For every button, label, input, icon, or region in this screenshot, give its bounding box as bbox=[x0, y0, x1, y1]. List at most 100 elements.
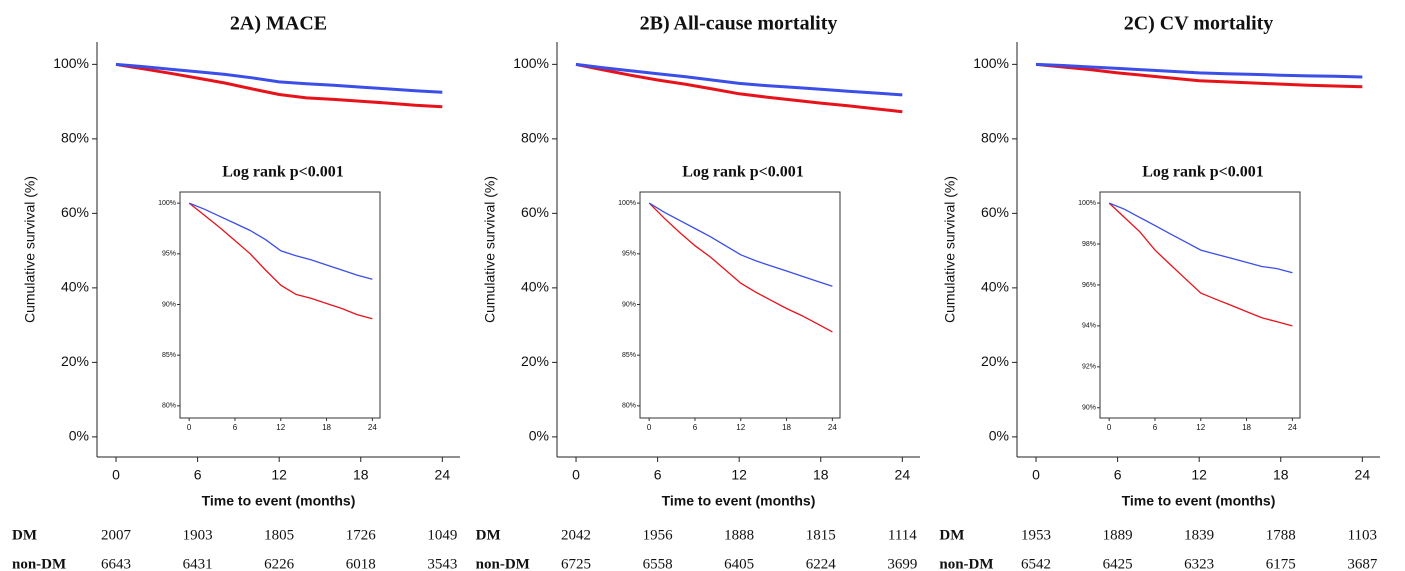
inset-y-tick-label: 85% bbox=[622, 352, 636, 359]
y-tick-label: 20% bbox=[981, 353, 1009, 369]
inset-survival-curve bbox=[648, 202, 833, 287]
x-tick-label: 12 bbox=[1191, 467, 1207, 483]
y-tick-label: 0% bbox=[529, 428, 549, 444]
y-tick-label: 0% bbox=[989, 428, 1009, 444]
x-tick-label: 18 bbox=[813, 467, 829, 483]
risk-row-label: non-DM bbox=[12, 556, 66, 571]
inset-y-tick-label: 85% bbox=[162, 352, 176, 359]
risk-row-label: DM bbox=[939, 527, 964, 543]
x-tick-label: 0 bbox=[112, 467, 120, 483]
at-risk-count: 1815 bbox=[806, 527, 836, 543]
at-risk-count: 3687 bbox=[1347, 556, 1378, 571]
at-risk-count: 6175 bbox=[1266, 556, 1296, 571]
inset-y-tick-label: 95% bbox=[162, 251, 176, 258]
at-risk-count: 2042 bbox=[561, 527, 591, 543]
inset-x-tick-label: 6 bbox=[1153, 423, 1158, 432]
at-risk-count: 6226 bbox=[264, 556, 295, 571]
at-risk-count: 6018 bbox=[346, 556, 376, 571]
at-risk-count: 6405 bbox=[724, 556, 754, 571]
inset-y-tick-label: 92% bbox=[1082, 364, 1096, 371]
y-axis-label: Cumulative survival (%) bbox=[942, 176, 958, 323]
at-risk-count: 1953 bbox=[1021, 527, 1051, 543]
risk-row-label: DM bbox=[12, 527, 37, 543]
at-risk-count: 6323 bbox=[1184, 556, 1214, 571]
x-tick-label: 6 bbox=[194, 467, 202, 483]
chart-title: 2B) All-cause mortality bbox=[640, 13, 838, 35]
inset-x-tick-label: 6 bbox=[693, 423, 698, 432]
risk-row-label: DM bbox=[476, 527, 501, 543]
risk-row-label: non-DM bbox=[939, 556, 993, 571]
inset-x-tick-label: 18 bbox=[1242, 423, 1251, 432]
survival-curve bbox=[575, 62, 903, 114]
inset-x-tick-label: 12 bbox=[276, 423, 285, 432]
inset-x-tick-label: 18 bbox=[322, 423, 331, 432]
inset-x-tick-label: 0 bbox=[647, 423, 652, 432]
y-tick-label: 100% bbox=[53, 55, 89, 71]
survival-curve bbox=[1035, 62, 1363, 89]
inset-y-tick-label: 90% bbox=[1082, 405, 1096, 412]
at-risk-count: 1889 bbox=[1103, 527, 1133, 543]
x-tick-label: 12 bbox=[271, 467, 287, 483]
at-risk-count: 1114 bbox=[888, 527, 917, 543]
at-risk-count: 3543 bbox=[427, 556, 457, 571]
inset-x-tick-label: 6 bbox=[233, 423, 238, 432]
x-tick-label: 18 bbox=[1273, 467, 1289, 483]
at-risk-count: 6725 bbox=[561, 556, 591, 571]
inset-survival-curve bbox=[188, 202, 373, 320]
inset-y-tick-label: 96% bbox=[1082, 282, 1096, 289]
y-axis-label: Cumulative survival (%) bbox=[482, 176, 498, 323]
inset-frame bbox=[179, 191, 381, 419]
risk-row-label: non-DM bbox=[476, 556, 530, 571]
y-tick-label: 20% bbox=[61, 353, 89, 369]
survival-curve bbox=[575, 62, 903, 97]
inset-x-tick-label: 24 bbox=[368, 423, 377, 432]
at-risk-count: 1103 bbox=[1348, 527, 1377, 543]
inset-x-tick-label: 12 bbox=[1196, 423, 1205, 432]
at-risk-count: 6224 bbox=[806, 556, 837, 571]
inset-y-tick-label: 100% bbox=[1078, 200, 1096, 207]
x-tick-label: 24 bbox=[895, 467, 911, 483]
inset-y-tick-label: 90% bbox=[162, 301, 176, 308]
y-axis-label: Cumulative survival (%) bbox=[22, 176, 38, 323]
y-tick-label: 40% bbox=[61, 279, 89, 295]
y-tick-label: 60% bbox=[981, 204, 1009, 220]
inset-x-tick-label: 0 bbox=[1107, 423, 1112, 432]
at-risk-count: 1726 bbox=[346, 527, 377, 543]
inset-frame bbox=[1099, 191, 1301, 419]
at-risk-count: 6643 bbox=[101, 556, 131, 571]
at-risk-count: 1788 bbox=[1266, 527, 1296, 543]
y-tick-label: 40% bbox=[521, 279, 549, 295]
chart-title: 2A) MACE bbox=[230, 13, 327, 35]
inset-y-tick-label: 98% bbox=[1082, 241, 1096, 248]
x-tick-label: 0 bbox=[1032, 467, 1040, 483]
survival-curve bbox=[115, 62, 443, 94]
x-tick-label: 12 bbox=[731, 467, 747, 483]
at-risk-count: 6425 bbox=[1103, 556, 1133, 571]
inset-x-tick-label: 24 bbox=[828, 423, 837, 432]
y-tick-label: 80% bbox=[981, 130, 1009, 146]
inset-y-tick-label: 100% bbox=[158, 200, 176, 207]
inset-y-tick-label: 94% bbox=[1082, 323, 1096, 330]
inset-x-tick-label: 18 bbox=[782, 423, 791, 432]
inset-y-tick-label: 95% bbox=[622, 251, 636, 258]
y-tick-label: 60% bbox=[521, 204, 549, 220]
annotation: Log rank p<0.001 bbox=[222, 164, 344, 181]
survival-curve bbox=[1035, 62, 1363, 79]
inset-x-tick-label: 12 bbox=[736, 423, 745, 432]
at-risk-count: 1956 bbox=[643, 527, 674, 543]
at-risk-count: 3699 bbox=[887, 556, 917, 571]
y-tick-label: 0% bbox=[69, 428, 89, 444]
x-tick-label: 0 bbox=[572, 467, 580, 483]
inset-y-tick-label: 80% bbox=[162, 403, 176, 410]
chart-title: 2C) CV mortality bbox=[1124, 13, 1274, 35]
y-tick-label: 40% bbox=[981, 279, 1009, 295]
y-tick-label: 100% bbox=[973, 55, 1009, 71]
x-tick-label: 24 bbox=[1355, 467, 1371, 483]
survival-curve bbox=[115, 62, 443, 109]
x-tick-label: 6 bbox=[1114, 467, 1122, 483]
inset-survival-curve bbox=[1108, 202, 1293, 327]
at-risk-count: 1888 bbox=[724, 527, 754, 543]
inset-frame bbox=[639, 191, 841, 419]
inset-y-tick-label: 90% bbox=[622, 301, 636, 308]
